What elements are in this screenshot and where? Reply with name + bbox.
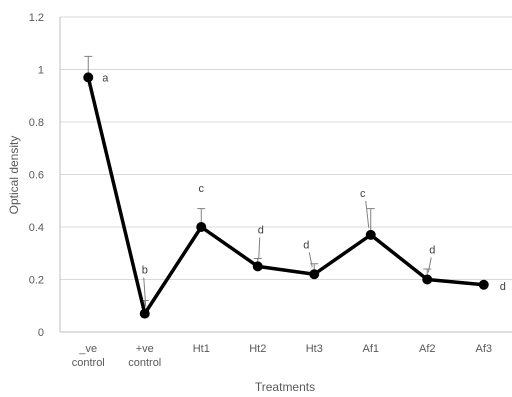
significance-letter: c [199,183,205,195]
significance-letter: c [360,188,366,200]
data-point [139,308,150,319]
significance-letter: d [303,239,309,251]
x-tick-label: +ve [136,343,154,355]
x-tick-label: Ht1 [193,343,210,355]
significance-letter: b [142,265,148,277]
significance-leader-line [427,257,432,273]
significance-labels: a b c d d c d d [102,72,506,307]
x-tick-label: _ve [78,343,97,355]
data-point [365,229,376,240]
y-tick-label: 0.8 [29,117,44,129]
significance-leader-line [308,252,313,268]
y-tick-label: 1 [38,65,44,77]
gridlines [59,16,512,333]
y-tick-label: 0 [38,327,44,339]
y-axis-title: Optical density [7,136,21,215]
y-tick-label: 0.4 [29,222,44,234]
significance-letter: d [258,224,264,236]
y-tick-label: 1.2 [29,12,44,24]
significance-letter: a [102,72,109,84]
data-point [196,222,207,232]
y-axis-ticks: 0 0.2 0.4 0.6 0.8 1 1.2 [29,12,44,339]
x-tick-label: Af1 [362,343,379,355]
series-line [86,76,484,316]
y-tick-label: 0.2 [29,275,44,287]
x-tick-label: Af2 [419,343,436,355]
significance-leader-line [143,277,147,307]
data-point [422,274,433,285]
x-tick-label: Af3 [475,343,492,355]
x-tick-label: Ht3 [306,343,323,355]
significance-letter: d [429,245,435,257]
significance-leader-line [365,200,370,228]
x-tick-label: control [128,357,161,369]
significance-letter: d [500,281,506,293]
series-line-path [86,76,484,316]
data-point [83,72,94,83]
x-axis-title: Treatments [255,380,315,394]
significance-leader-line [258,237,261,260]
data-point [252,261,263,272]
data-points [83,72,489,319]
x-tick-label: Ht2 [249,343,266,355]
data-point [478,279,489,290]
data-point [309,269,320,280]
x-tick-label: control [72,357,105,369]
y-tick-label: 0.6 [29,170,44,182]
